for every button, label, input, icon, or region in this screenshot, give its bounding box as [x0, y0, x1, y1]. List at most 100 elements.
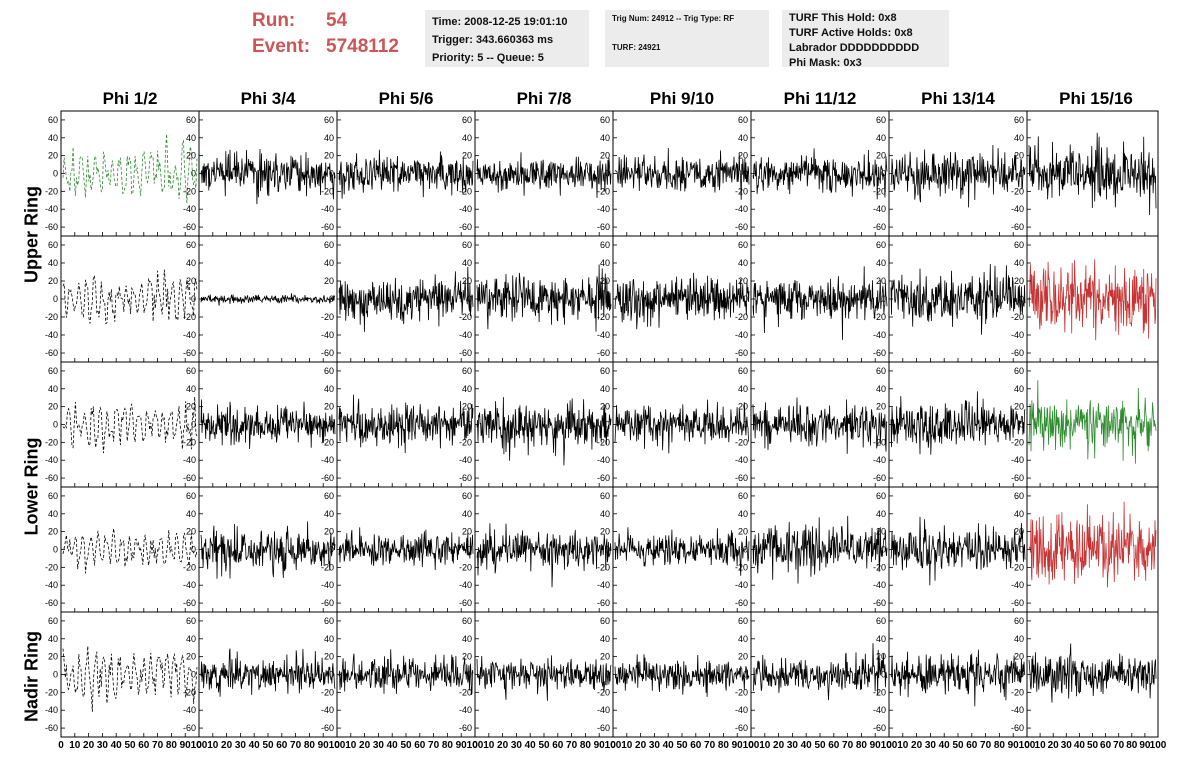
y-tick-label: 60: [324, 115, 334, 125]
y-tick-label: -60: [597, 348, 610, 358]
x-tick-label: 80: [994, 740, 1006, 751]
waveform-panel-r1-c3: -60 -40 -20 0 20 40 60: [459, 235, 614, 363]
y-tick-label: -60: [45, 348, 58, 358]
y-tick-label: 20: [48, 652, 58, 662]
x-tick-label: 90: [870, 740, 882, 751]
waveform-trace: [338, 394, 474, 454]
x-tick-label: 10: [621, 740, 633, 751]
waveform-trace: [338, 527, 474, 571]
y-tick-label: 40: [1014, 133, 1024, 143]
y-tick-label: 0: [881, 420, 886, 430]
y-tick-label: 20: [1014, 402, 1024, 412]
y-tick-label: 60: [600, 491, 610, 501]
y-tick-label: 20: [1014, 276, 1024, 286]
y-tick-label: -60: [321, 723, 334, 733]
x-tick-label: 90: [180, 740, 192, 751]
y-tick-label: 20: [600, 276, 610, 286]
run-event-info: Run: 54 Event: 5748112: [252, 8, 399, 60]
y-tick-label: -40: [321, 705, 334, 715]
trig-num-text: Trig Num: 24912 -- Trig Type: RF: [612, 14, 735, 23]
y-tick-label: 20: [324, 276, 334, 286]
y-tick-label: -20: [459, 562, 472, 572]
y-tick-label: 0: [881, 294, 886, 304]
y-tick-label: -20: [321, 562, 334, 572]
y-tick-label: 60: [1014, 491, 1024, 501]
y-tick-label: -20: [735, 562, 748, 572]
y-tick-label: -40: [459, 705, 472, 715]
waveform-panel-r0-c4: -60 -40 -20 0 20 40 60: [597, 110, 752, 237]
y-tick-label: 0: [191, 545, 196, 555]
y-tick-label: -60: [873, 348, 886, 358]
x-tick-label: 0: [334, 740, 340, 751]
y-tick-label: 60: [738, 491, 748, 501]
y-tick-label: -60: [597, 473, 610, 483]
y-tick-label: -20: [873, 312, 886, 322]
x-tick-label: 0: [748, 740, 754, 751]
y-tick-label: 20: [324, 652, 334, 662]
waveform-panel-r2-c7: -60 -40 -20 0 20 40 60: [1011, 361, 1159, 488]
x-tick-label: 100: [1150, 740, 1167, 751]
y-tick-label: 20: [48, 402, 58, 412]
y-tick-label: 40: [738, 384, 748, 394]
panel-frame: [750, 361, 890, 488]
waveform-trace: [200, 521, 336, 579]
y-tick-label: 0: [1019, 670, 1024, 680]
x-tick-label: 0: [886, 740, 892, 751]
waveform-trace: [614, 272, 750, 330]
waveform-panel-r1-c7: -60 -40 -20 0 20 40 60: [1011, 235, 1159, 363]
y-tick-label: -60: [183, 348, 196, 358]
y-tick-label: -60: [45, 598, 58, 608]
waveform-trace: [1028, 259, 1157, 341]
x-tick-label: 20: [497, 740, 509, 751]
y-tick-label: 0: [605, 420, 610, 430]
y-tick-label: -40: [873, 580, 886, 590]
waveform-panel-r0-c3: -60 -40 -20 0 20 40 60: [459, 110, 614, 237]
waveform-panel-r2-c2: -60 -40 -20 0 20 40 60: [321, 361, 476, 488]
y-tick-label: 60: [1014, 240, 1024, 250]
x-tick-label: 60: [1100, 740, 1112, 751]
y-tick-label: 40: [462, 509, 472, 519]
x-tick-label: 80: [856, 740, 868, 751]
y-tick-label: -40: [183, 705, 196, 715]
y-tick-label: 40: [324, 133, 334, 143]
x-tick-label: 50: [124, 740, 136, 751]
y-tick-label: -60: [183, 473, 196, 483]
x-tick-label: 50: [952, 740, 964, 751]
waveform-trace: [476, 655, 612, 701]
y-tick-label: -40: [321, 330, 334, 340]
y-tick-label: 20: [1014, 151, 1024, 161]
y-tick-label: -60: [459, 348, 472, 358]
y-tick-label: 60: [876, 240, 886, 250]
y-tick-label: 20: [600, 527, 610, 537]
x-tick-label: 60: [966, 740, 978, 751]
y-tick-label: 20: [738, 527, 748, 537]
y-tick-label: -20: [45, 437, 58, 447]
y-tick-label: 40: [876, 258, 886, 268]
y-tick-label: -40: [45, 455, 58, 465]
y-tick-label: -40: [735, 204, 748, 214]
waveform-panel-r3-c3: -60 -40 -20 0 20 40 60: [459, 486, 614, 613]
waveform-panel-r2-c1: -60 -40 -20 0 20 40 60: [183, 361, 338, 488]
y-tick-label: -20: [183, 186, 196, 196]
waveform-trace: [614, 147, 750, 200]
y-tick-label: -60: [321, 598, 334, 608]
y-tick-label: 0: [467, 545, 472, 555]
y-tick-label: 0: [191, 420, 196, 430]
y-tick-label: 40: [462, 634, 472, 644]
x-tick-label: 90: [1008, 740, 1020, 751]
x-tick-label: 50: [1087, 740, 1099, 751]
y-tick-label: -40: [321, 580, 334, 590]
x-tick-label: 0: [1024, 740, 1030, 751]
y-tick-label: -20: [45, 312, 58, 322]
y-tick-label: -20: [597, 186, 610, 196]
x-tick-label: 50: [538, 740, 550, 751]
y-tick-label: 20: [324, 151, 334, 161]
y-tick-label: 60: [876, 616, 886, 626]
waveform-panel-r2-c4: -60 -40 -20 0 20 40 60: [597, 361, 752, 488]
y-tick-label: -60: [459, 473, 472, 483]
waveform-trace: [752, 266, 888, 340]
y-tick-label: 20: [48, 151, 58, 161]
waveform-trace: [890, 263, 1026, 335]
y-tick-label: 40: [186, 634, 196, 644]
